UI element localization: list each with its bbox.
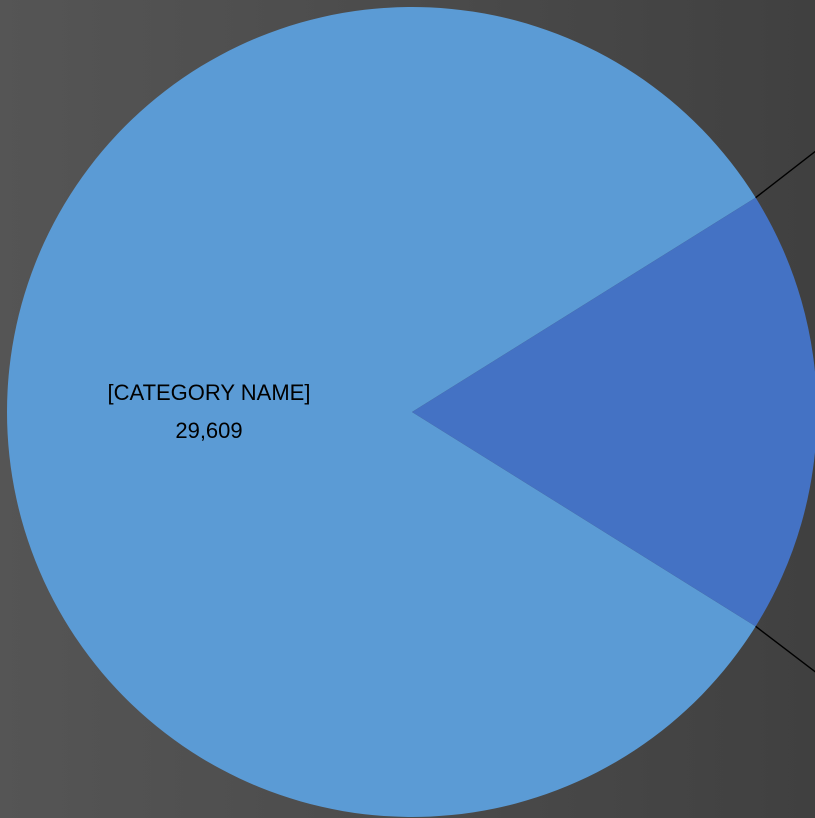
pie-slice-0 — [7, 6, 756, 818]
leader-line-1 — [755, 625, 815, 673]
leader-line-0 — [755, 150, 815, 199]
pie-slice-1 — [412, 197, 815, 627]
pie-slices — [7, 6, 815, 818]
slice-value-label: 29,609 — [175, 418, 242, 443]
slice-category-label: [CATEGORY NAME] — [108, 380, 311, 405]
